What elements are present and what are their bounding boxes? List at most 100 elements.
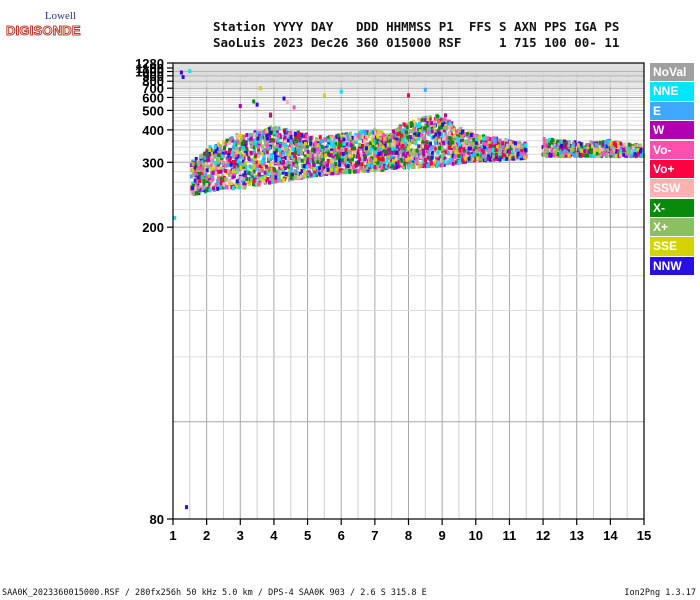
echo-texture <box>403 133 407 138</box>
echo-texture <box>257 154 261 159</box>
echo-texture <box>209 167 213 172</box>
echo-texture <box>237 151 241 156</box>
echo-texture <box>421 156 425 161</box>
footer-file-info: SAA0K_2023360015000.RSF / 280fx256h 50 k… <box>2 588 427 598</box>
echo-texture <box>216 178 220 183</box>
echo-texture <box>426 130 430 135</box>
echo-texture <box>193 178 197 183</box>
echo-texture <box>215 157 219 162</box>
echo-texture <box>588 145 592 150</box>
echo-texture <box>253 183 257 188</box>
echo-texture <box>214 183 218 188</box>
echo-texture <box>401 148 405 153</box>
echo-texture <box>284 143 288 148</box>
echo-texture <box>240 178 244 183</box>
echo-texture <box>429 128 433 133</box>
echo-texture <box>393 162 397 167</box>
echo-texture <box>365 134 369 139</box>
echo-texture <box>337 141 341 146</box>
echo-texture <box>385 158 389 163</box>
echo-texture <box>278 166 282 171</box>
echo-texture <box>485 143 489 148</box>
echo-texture <box>445 158 449 163</box>
echo-texture <box>435 156 439 161</box>
echo-texture <box>208 153 212 158</box>
echo-texture <box>368 158 372 163</box>
echo-texture <box>474 145 478 150</box>
echo-texture <box>627 150 631 155</box>
echo-texture <box>505 156 509 161</box>
echo-texture <box>264 164 268 169</box>
echo-texture <box>285 148 289 153</box>
echo-texture <box>309 165 313 170</box>
echo-texture <box>214 151 218 156</box>
echo-texture <box>283 135 287 140</box>
echo-texture <box>363 159 367 164</box>
echo-texture <box>231 138 235 143</box>
echo-texture <box>371 135 375 140</box>
echo-texture <box>482 136 486 141</box>
echo-point-sse <box>322 93 326 98</box>
echo-texture <box>233 139 237 144</box>
echo-texture <box>480 147 484 152</box>
echo-texture <box>344 154 348 159</box>
echo-texture <box>485 138 489 143</box>
echo-texture <box>264 168 268 173</box>
echo-texture <box>356 169 360 174</box>
echo-texture <box>249 150 253 155</box>
echo-texture <box>552 153 556 158</box>
echo-texture <box>366 163 370 168</box>
echo-texture <box>238 183 242 188</box>
echo-texture <box>282 160 286 165</box>
x-tick-label: 1 <box>169 528 176 543</box>
echo-texture <box>395 147 399 152</box>
echo-texture <box>303 156 307 161</box>
echo-texture <box>435 117 439 122</box>
echo-texture <box>265 134 269 139</box>
echo-texture <box>309 152 313 157</box>
echo-texture <box>287 169 291 174</box>
echo-texture <box>353 146 357 151</box>
echo-texture <box>452 145 456 150</box>
echo-texture <box>196 183 200 188</box>
echo-texture <box>641 150 645 155</box>
echo-texture <box>471 156 475 161</box>
echo-texture <box>278 150 282 155</box>
echo-texture <box>289 139 293 144</box>
echo-texture <box>417 132 421 137</box>
echo-texture <box>223 145 227 150</box>
echo-texture <box>208 188 212 193</box>
echo-texture <box>588 149 592 154</box>
echo-texture <box>291 146 295 151</box>
echo-texture <box>444 132 448 137</box>
echo-texture <box>449 144 453 149</box>
echo-texture <box>294 163 298 168</box>
echo-texture <box>310 158 314 163</box>
echo-texture <box>460 135 464 140</box>
echo-texture <box>434 129 438 134</box>
echo-texture <box>197 166 201 171</box>
echo-texture <box>344 162 348 167</box>
echo-texture <box>241 146 245 151</box>
echo-texture <box>435 114 439 119</box>
echo-texture <box>320 159 324 164</box>
echo-texture <box>224 168 228 173</box>
echo-texture <box>425 126 429 131</box>
echo-texture <box>451 157 455 162</box>
echo-texture <box>448 160 452 165</box>
echo-texture <box>548 148 552 153</box>
echo-texture <box>193 168 197 173</box>
echo-texture <box>422 152 426 157</box>
echo-texture <box>228 141 232 146</box>
echo-texture <box>199 171 203 176</box>
echo-texture <box>262 153 266 158</box>
echo-texture <box>309 136 313 141</box>
echo-texture <box>395 137 399 142</box>
echo-texture <box>484 147 488 152</box>
echo-texture <box>238 133 242 138</box>
echo-texture <box>266 172 270 177</box>
echo-texture <box>190 163 194 168</box>
echo-texture <box>419 143 423 148</box>
echo-texture <box>336 133 340 138</box>
echo-texture <box>263 170 267 175</box>
